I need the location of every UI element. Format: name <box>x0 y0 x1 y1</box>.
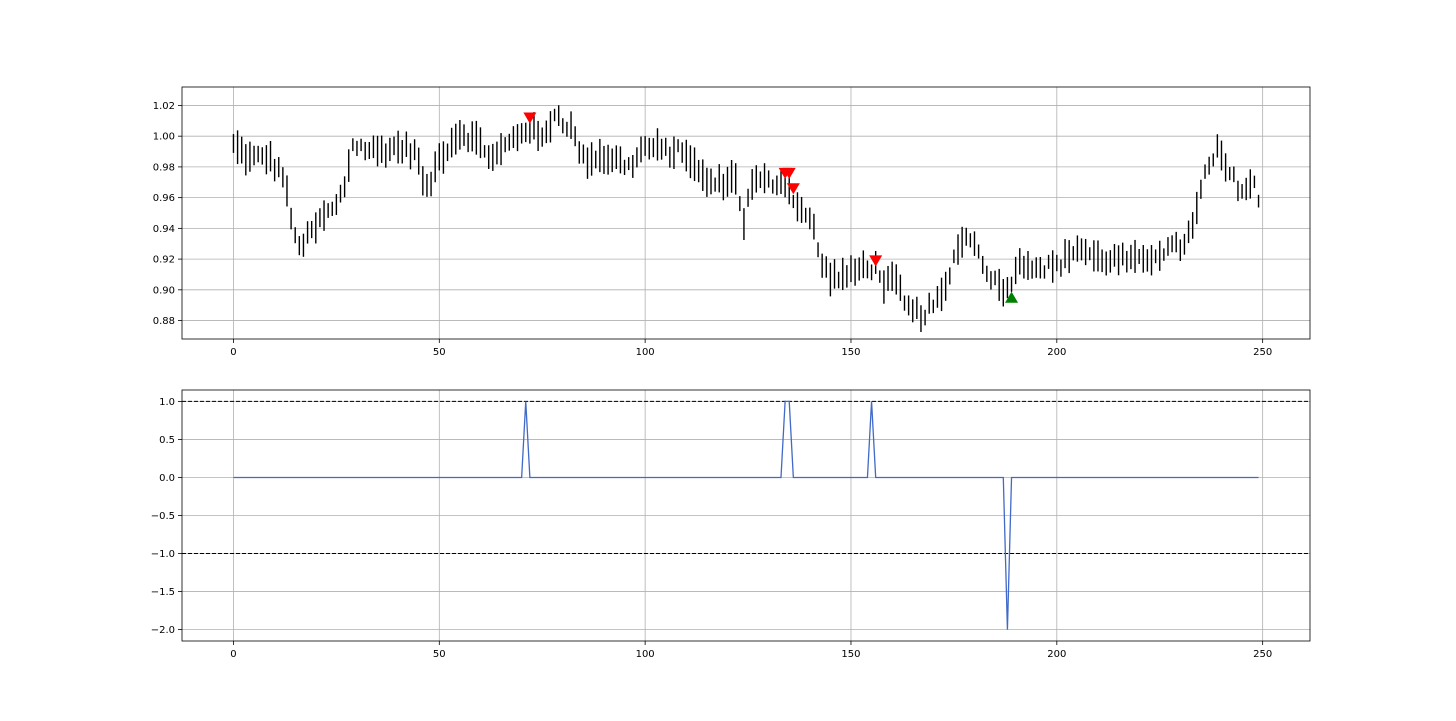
price-xtick-label: 100 <box>636 347 655 358</box>
price-ytick-label: 0.98 <box>153 162 175 173</box>
signal-xtick-label: 0 <box>230 649 236 660</box>
price-ytick-label: 1.00 <box>153 132 175 143</box>
sell-signal-marker <box>782 167 796 179</box>
price-ohlc-chart: 0 50 100 150 200 250 0.88 0.90 0.92 0.94 0.96 0.98 1… <box>153 86 1311 358</box>
price-xtick-label: 250 <box>1253 347 1272 358</box>
signal-xtick-label: 200 <box>1047 649 1066 660</box>
signal-line-chart: 0 50 100 150 200 250 1.0 0.5 0.0 −0.5 −1.0 −1.5 −2.0 <box>151 389 1311 660</box>
price-ytick-label: 0.92 <box>153 255 175 266</box>
signal-ytick-label: 0.5 <box>159 435 175 446</box>
price-frame <box>181 86 1311 340</box>
price-bars <box>232 105 1260 332</box>
buy-signal-marker <box>1005 291 1019 303</box>
signal-xtick-label: 50 <box>433 649 446 660</box>
price-xtick-label: 200 <box>1047 347 1066 358</box>
price-ytick-label: 0.94 <box>153 224 175 235</box>
price-xtick-label: 50 <box>433 347 446 358</box>
signal-ytick-label: −1.0 <box>151 549 175 560</box>
signal-ytick-label: 1.0 <box>159 397 175 408</box>
sell-signal-marker <box>869 255 883 267</box>
price-ytick-label: 0.88 <box>153 316 175 327</box>
signal-xtick-label: 250 <box>1253 649 1272 660</box>
price-ytick-label: 0.96 <box>153 193 175 204</box>
price-ytick-label: 0.90 <box>153 285 175 296</box>
signal-ytick-label: −2.0 <box>151 625 175 636</box>
sell-signal-marker <box>523 112 537 124</box>
signal-ytick-label: −1.5 <box>151 587 175 598</box>
price-xtick-label: 0 <box>230 347 236 358</box>
signal-xtick-label: 100 <box>636 649 655 660</box>
price-xtick-label: 150 <box>841 347 860 358</box>
sell-signal-marker <box>786 183 800 195</box>
signal-series-line <box>233 400 1259 630</box>
price-ytick-label: 1.02 <box>153 101 175 112</box>
signal-xtick-label: 150 <box>841 649 860 660</box>
signal-ytick-label: 0.0 <box>159 473 175 484</box>
signal-ytick-label: −0.5 <box>151 511 175 522</box>
